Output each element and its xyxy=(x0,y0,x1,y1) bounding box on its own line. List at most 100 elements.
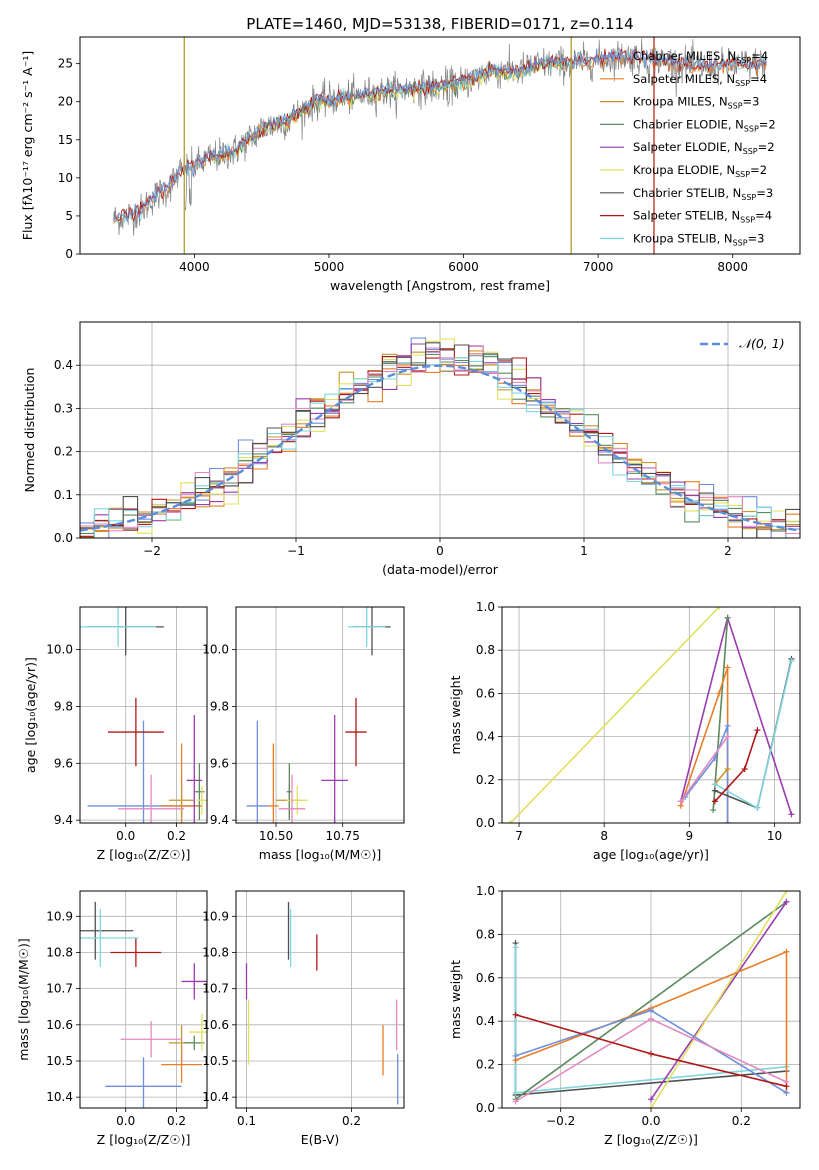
legend-entry: Salpeter MILES, NSSP=4 xyxy=(633,72,767,88)
y-tick-label: 0.0 xyxy=(54,531,73,545)
x-axis-label: E(B-V) xyxy=(301,1132,340,1147)
x-tick-label: 7 xyxy=(515,829,523,843)
y-tick-label: 0.8 xyxy=(476,643,495,657)
y-tick-label: 0.3 xyxy=(54,401,73,415)
x-tick-label: 0.0 xyxy=(116,829,135,843)
weight-line xyxy=(684,725,729,823)
axes-frame xyxy=(501,890,801,1109)
plot-area xyxy=(512,891,790,1108)
y-axis-label: mass weight xyxy=(448,675,463,754)
x-tick-label: −1 xyxy=(287,544,305,558)
legend-entry: 𝒩(0, 1) xyxy=(739,336,785,351)
x-axis-label: Z [log₁₀(Z/Z☉)] xyxy=(97,847,191,862)
weight-marker xyxy=(716,607,723,610)
y-tick-label: 0.1 xyxy=(54,488,73,502)
x-tick-label: 8000 xyxy=(717,260,748,274)
panel-age-vs-mass: 10.50 10.75 9.4 9.6 9.8 10.0 mass [log₁₀(M/M☉)… xyxy=(202,606,405,862)
weight-marker xyxy=(724,614,731,621)
y-tick-label: 5 xyxy=(65,209,73,223)
x-axis-label: age [log₁₀(age/yr)] xyxy=(593,847,709,862)
weight-marker xyxy=(724,664,731,671)
weight-marker xyxy=(677,798,684,805)
histogram-step xyxy=(80,354,800,538)
x-tick-label: 9 xyxy=(685,829,693,843)
spectrum-plot: 4000 5000 6000 7000 8000 0 5 10 15 20 25 wavelength… xyxy=(20,36,801,293)
x-tick-label: 10 xyxy=(767,829,782,843)
histogram-step xyxy=(80,338,800,534)
plot-area xyxy=(245,901,399,1105)
y-tick-label: 0.0 xyxy=(476,1101,495,1115)
weight-marker xyxy=(512,944,519,951)
weight-marker xyxy=(711,787,718,794)
panel-mass-vs-metallicity: 0.0 0.2 10.4 10.5 10.6 10.7 10.8 10.9 Z [log₁₀(Z… xyxy=(16,890,208,1147)
x-tick-label: 0 xyxy=(436,544,444,558)
y-tick-label: 0.6 xyxy=(476,686,495,700)
weight-marker xyxy=(783,1089,790,1096)
y-tick-label: 10.8 xyxy=(202,945,229,959)
weight-marker xyxy=(648,1096,654,1103)
x-tick-label: 0.1 xyxy=(237,1114,256,1128)
weight-marker xyxy=(648,1105,654,1108)
weight-marker xyxy=(512,1011,519,1018)
weight-marker xyxy=(788,811,795,818)
legend-entry: Kroupa MILES, NSSP=3 xyxy=(633,95,759,111)
weight-marker xyxy=(512,1098,519,1105)
plot-area xyxy=(80,607,207,823)
x-tick-label: 7000 xyxy=(583,260,614,274)
figure-title: PLATE=1460, MJD=53138, FIBERID=0171, z=0… xyxy=(246,15,633,33)
weight-marker xyxy=(741,766,748,772)
y-tick-label: 0.8 xyxy=(476,927,495,941)
y-axis-label: Normed distribution xyxy=(22,368,37,493)
weight-marker xyxy=(783,891,790,894)
x-tick-label: 4000 xyxy=(179,260,210,274)
y-tick-label: 10.9 xyxy=(202,909,229,923)
axes-frame xyxy=(79,606,208,824)
y-tick-label: 10.6 xyxy=(202,1018,229,1032)
weight-marker xyxy=(711,798,718,805)
weight-marker xyxy=(788,658,795,664)
y-tick-label: 9.8 xyxy=(210,699,229,713)
weight-marker xyxy=(512,1089,519,1096)
panel-age-vs-metallicity: 0.0 0.2 9.4 9.6 9.8 10.0 Z [log₁₀(Z/Z☉)] age [l… xyxy=(23,606,208,862)
panel-residual-histogram: −2 −1 0 1 2 0.0 0.1 0.2 0.3 0.4 (data-model)/error… xyxy=(22,321,801,577)
y-tick-label: 10.8 xyxy=(46,945,73,959)
y-tick-label: 9.4 xyxy=(210,813,229,827)
y-tick-label: 0.2 xyxy=(54,445,73,459)
y-tick-label: 9.6 xyxy=(54,756,73,770)
y-tick-label: 0.4 xyxy=(54,358,73,372)
y-tick-label: 0.6 xyxy=(476,971,495,985)
plot-area xyxy=(113,37,767,254)
axes-frame xyxy=(79,36,801,255)
y-tick-label: 9.6 xyxy=(210,756,229,770)
y-tick-label: 10.4 xyxy=(202,1090,229,1104)
weight-marker xyxy=(648,1007,654,1014)
x-tick-label: 8 xyxy=(600,829,608,843)
weight-line xyxy=(650,891,788,1108)
y-tick-label: 0.2 xyxy=(476,773,495,787)
y-tick-label: 0.2 xyxy=(476,1058,495,1072)
weight-marker xyxy=(711,781,718,788)
weight-marker xyxy=(783,1083,790,1090)
weight-marker xyxy=(724,766,731,772)
plot-area xyxy=(246,607,391,823)
axes-frame xyxy=(79,321,801,539)
weight-marker xyxy=(724,820,731,823)
panel-massweight-vs-age: 7 8 9 10 0.0 0.2 0.4 0.6 0.8 1.0 age [log₁₀(age/yr… xyxy=(448,600,801,862)
legend-entry: Chabrier ELODIE, NSSP=2 xyxy=(633,117,776,133)
legend-entry: Chabrier STELIB, NSSP=3 xyxy=(633,186,773,202)
y-axis-label: mass weight xyxy=(448,960,463,1039)
x-axis-label: (data-model)/error xyxy=(382,562,499,577)
legend-entry: Salpeter STELIB, NSSP=4 xyxy=(633,209,772,225)
axes-frame xyxy=(501,606,801,824)
x-axis-label: mass [log₁₀(M/M☉)] xyxy=(259,847,381,862)
x-axis-label: wavelength [Angstrom, rest frame] xyxy=(330,278,550,293)
weight-line xyxy=(714,768,729,785)
axes-frame xyxy=(79,890,208,1109)
x-tick-label: 5000 xyxy=(314,260,345,274)
weight-marker xyxy=(507,820,514,823)
gaussian-curve xyxy=(80,364,800,532)
x-tick-label: 2 xyxy=(724,544,732,558)
observed-spectrum xyxy=(113,38,767,236)
spectrum-legend: Chabrier MILES, NSSP=4 Salpeter MILES, NS… xyxy=(600,49,776,247)
